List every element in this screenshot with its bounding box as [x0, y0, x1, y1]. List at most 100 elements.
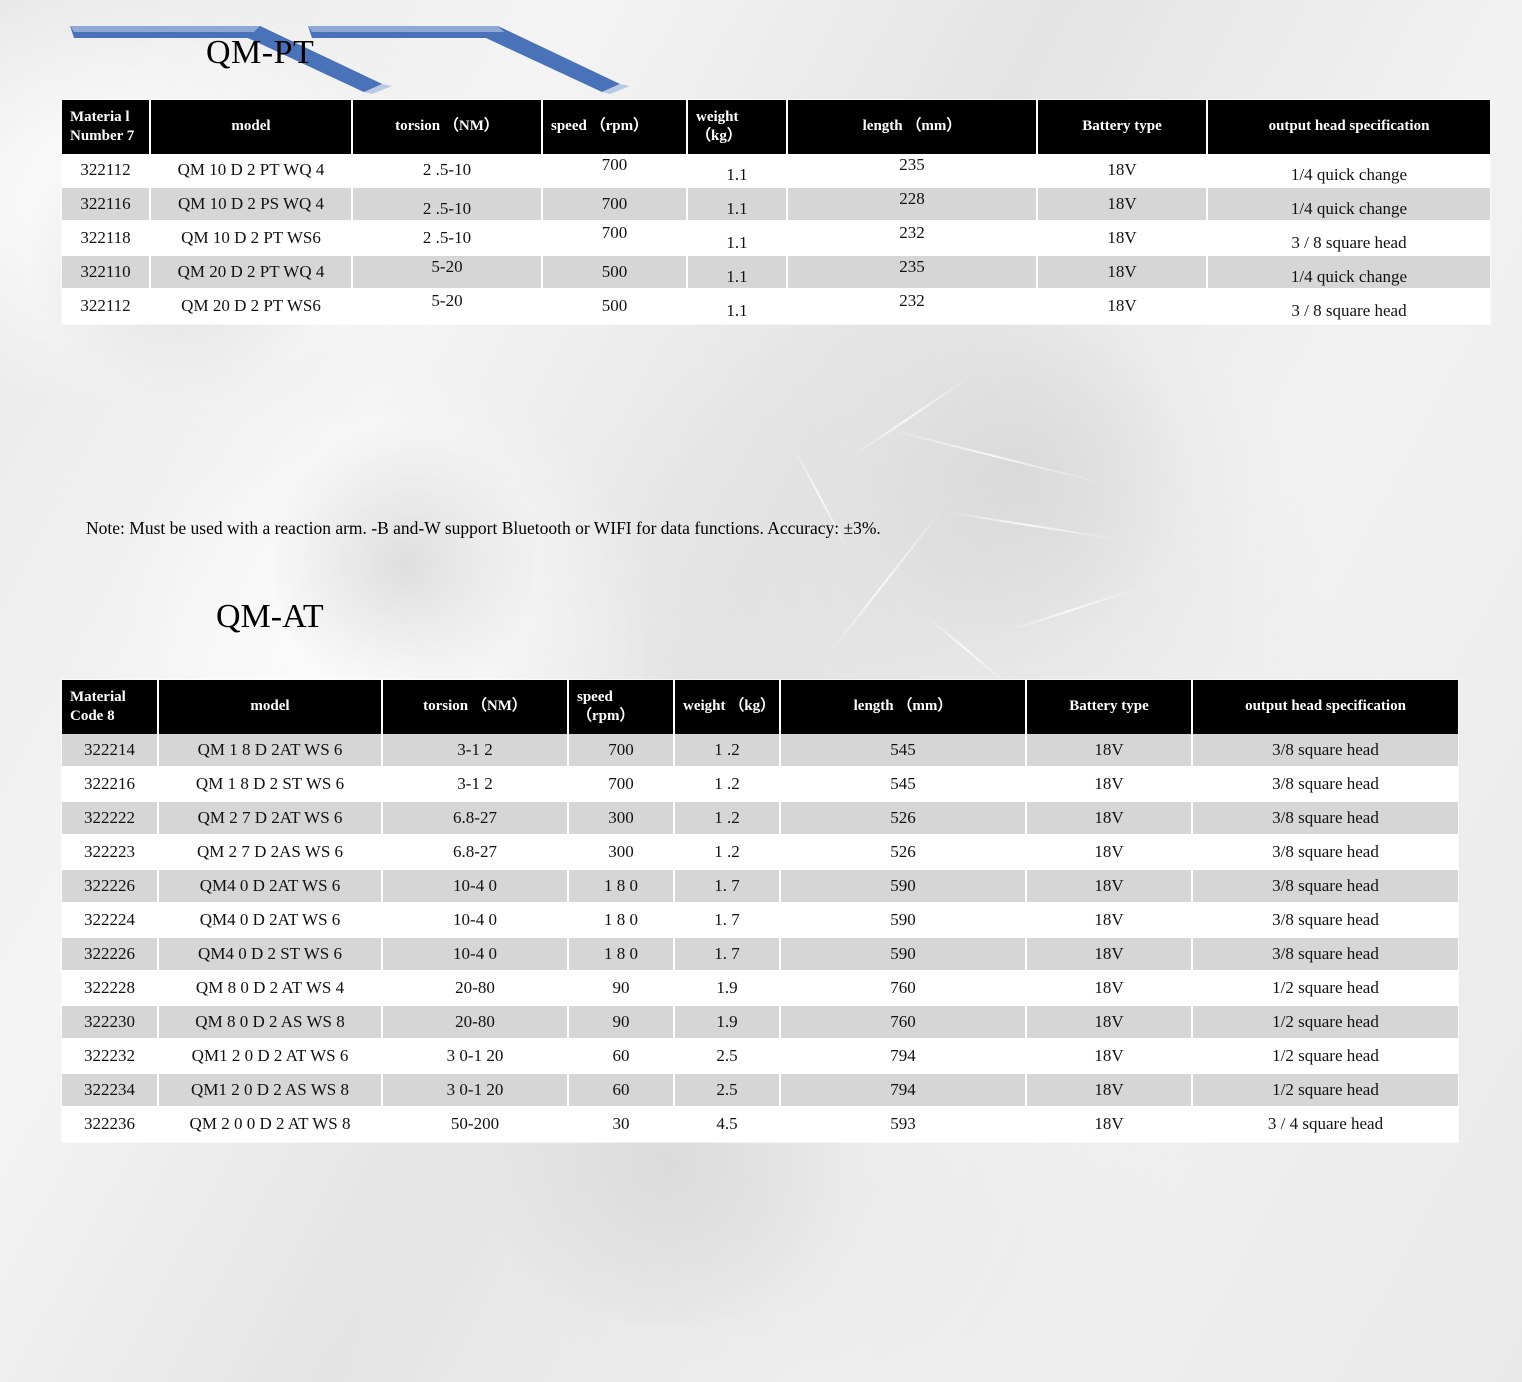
cell-weight: 1 .2: [674, 766, 781, 802]
cell-weight: 1.1: [687, 254, 788, 290]
cell-weight: 2.5: [674, 1072, 781, 1108]
qmpt-title-band: QM-PT: [0, 0, 1522, 96]
cell-output-head-spec: 3/8 square head: [1192, 800, 1458, 836]
cell-material-number: 322112: [62, 288, 151, 324]
table-header-row: Material Code 8 model torsion （NM） speed…: [62, 680, 1458, 734]
cell-battery-type: 18V: [1026, 1072, 1193, 1108]
column-header-speed: speed （rpm）: [568, 680, 675, 734]
cell-model: QM 20 D 2 PT WS6: [150, 288, 353, 324]
cell-torsion: 6.8-27: [382, 800, 569, 836]
cell-output-head-spec: 1/2 square head: [1192, 1004, 1458, 1040]
qmat-section-title: QM-AT: [216, 598, 324, 635]
cell-torsion: 2 .5-10: [352, 186, 543, 222]
cell-material-number: 322216: [62, 766, 159, 802]
chevron-ribbon-left: [70, 26, 392, 94]
cell-battery-type: 18V: [1026, 970, 1193, 1006]
cell-torsion: 2 .5-10: [352, 220, 543, 256]
qmpt-section-title: QM-PT: [206, 34, 315, 71]
cell-torsion: 5-20: [352, 288, 543, 324]
cell-torsion: 6.8-27: [382, 834, 569, 870]
cell-torsion: 5-20: [352, 254, 543, 290]
cell-material-number: 322112: [62, 153, 151, 188]
cell-model: QM 2 7 D 2AT WS 6: [158, 800, 383, 836]
cell-torsion: 20-80: [382, 970, 569, 1006]
cell-length: 526: [780, 800, 1027, 836]
column-header-output-head-spec: output head specification: [1207, 100, 1490, 154]
cell-speed: 700: [568, 733, 675, 768]
column-header-battery-type: Battery type: [1037, 100, 1208, 154]
cell-weight: 1. 7: [674, 868, 781, 904]
cell-model: QM 10 D 2 PS WQ 4: [150, 186, 353, 222]
table-row: 322110 QM 20 D 2 PT WQ 4 5-20 500 1.1 235 18V 1…: [62, 254, 1490, 290]
cell-material-number: 322234: [62, 1072, 159, 1108]
cell-weight: 1.1: [687, 153, 788, 188]
cell-length: 760: [780, 1004, 1027, 1040]
cell-material-number: 322223: [62, 834, 159, 870]
cell-torsion: 10-4 0: [382, 936, 569, 972]
cell-model: QM1 2 0 D 2 AS WS 8: [158, 1072, 383, 1108]
cell-length: 526: [780, 834, 1027, 870]
cell-model: QM 1 8 D 2AT WS 6: [158, 733, 383, 768]
table-row: 322214 QM 1 8 D 2AT WS 6 3-1 2 700 1 .2 545 18…: [62, 733, 1458, 768]
column-header-weight: weight （kg）: [674, 680, 781, 734]
cell-output-head-spec: 1/2 square head: [1192, 1038, 1458, 1074]
usage-note: Note: Must be used with a reaction arm. …: [86, 518, 881, 538]
cell-weight: 1. 7: [674, 902, 781, 938]
cell-material-number: 322236: [62, 1106, 159, 1142]
cell-weight: 1. 7: [674, 936, 781, 972]
cell-torsion: 2 .5-10: [352, 153, 543, 188]
cell-speed: 500: [542, 288, 688, 324]
cell-speed: 90: [568, 1004, 675, 1040]
cell-battery-type: 18V: [1026, 902, 1193, 938]
cell-weight: 1.1: [687, 220, 788, 256]
table-row: 322230 QM 8 0 D 2 AS WS 8 20-80 90 1.9 760 18V…: [62, 1004, 1458, 1040]
column-header-model: model: [158, 680, 383, 734]
cell-material-number: 322222: [62, 800, 159, 836]
column-header-model: model: [150, 100, 353, 154]
cell-weight: 1 .2: [674, 733, 781, 768]
table-row: 322118 QM 10 D 2 PT WS6 2 .5-10 700 1.1 232 18…: [62, 220, 1490, 256]
qmat-table-body: 322214 QM 1 8 D 2AT WS 6 3-1 2 700 1 .2 545 18…: [62, 733, 1458, 1142]
cell-model: QM4 0 D 2 ST WS 6: [158, 936, 383, 972]
cell-length: 794: [780, 1072, 1027, 1108]
cell-material-number: 322230: [62, 1004, 159, 1040]
cell-battery-type: 18V: [1026, 1004, 1193, 1040]
cell-speed: 90: [568, 970, 675, 1006]
cell-weight: 1.9: [674, 1004, 781, 1040]
cell-speed: 1 8 0: [568, 936, 675, 972]
cell-material-number: 322226: [62, 868, 159, 904]
cell-length: 232: [787, 220, 1038, 256]
cell-speed: 700: [542, 153, 688, 188]
cell-torsion: 10-4 0: [382, 902, 569, 938]
column-header-length: length （mm）: [787, 100, 1038, 154]
cell-weight: 1.9: [674, 970, 781, 1006]
cell-length: 545: [780, 733, 1027, 768]
cell-torsion: 10-4 0: [382, 868, 569, 904]
cell-speed: 60: [568, 1038, 675, 1074]
cell-model: QM 10 D 2 PT WS6: [150, 220, 353, 256]
cell-battery-type: 18V: [1037, 186, 1208, 222]
cell-weight: 4.5: [674, 1106, 781, 1142]
table-header-row: Materia l Number 7 model torsion （NM） sp…: [62, 100, 1490, 154]
cell-output-head-spec: 1/4 quick change: [1207, 254, 1490, 290]
cell-length: 590: [780, 936, 1027, 972]
cell-torsion: 3 0-1 20: [382, 1072, 569, 1108]
cell-output-head-spec: 3/8 square head: [1192, 834, 1458, 870]
cell-model: QM 1 8 D 2 ST WS 6: [158, 766, 383, 802]
cell-weight: 1.1: [687, 186, 788, 222]
cell-material-number: 322214: [62, 733, 159, 768]
cell-length: 593: [780, 1106, 1027, 1142]
cell-model: QM4 0 D 2AT WS 6: [158, 868, 383, 904]
cell-speed: 700: [568, 766, 675, 802]
cell-speed: 1 8 0: [568, 902, 675, 938]
cell-weight: 1 .2: [674, 800, 781, 836]
cell-length: 235: [787, 254, 1038, 290]
cell-speed: 300: [568, 800, 675, 836]
table-row: 322112 QM 20 D 2 PT WS6 5-20 500 1.1 232 18V 3 …: [62, 288, 1490, 324]
column-header-torsion: torsion （NM）: [352, 100, 543, 154]
table-row: 322228 QM 8 0 D 2 AT WS 4 20-80 90 1.9 760 18V…: [62, 970, 1458, 1006]
